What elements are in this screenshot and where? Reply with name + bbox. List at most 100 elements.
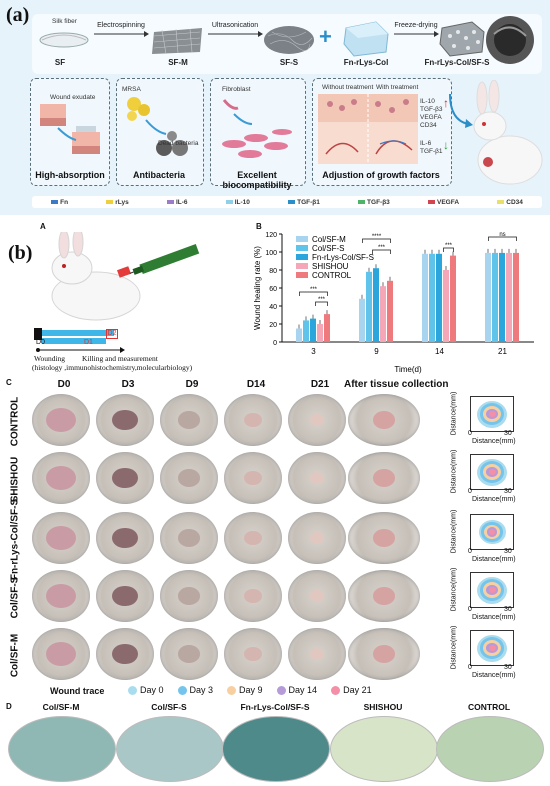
wound-area (112, 585, 138, 607)
legend-label: Day 21 (343, 685, 372, 695)
bar (373, 268, 379, 342)
trace-tick: 30 (504, 606, 512, 613)
y-tick-label: 0 (273, 340, 277, 347)
wound-photo (96, 452, 154, 504)
trace-y-label: Distance(mm) (450, 625, 458, 670)
trace-tick: 0 (468, 430, 472, 437)
wound-trace-legend-title: Wound trace (50, 686, 105, 696)
wound-area (310, 648, 324, 660)
trace-legend-item: Day 0 (128, 685, 164, 697)
trace-tick: 30 (504, 664, 512, 671)
significance-label: *** (378, 245, 386, 251)
x-tick-label: 3 (311, 347, 316, 356)
legend-il10: IL-10 (225, 199, 250, 206)
timeline-start (34, 328, 42, 340)
arrow-icon (94, 31, 149, 37)
bar (429, 253, 435, 342)
factors-up: IL-10 TGF-β3 VEGFA CD34 (420, 98, 443, 129)
wound-trace-legend: Day 0 Day 3 Day 9 Day 14 Day 21 (128, 685, 468, 697)
column-label: D21 (310, 379, 330, 390)
wound-photo (96, 570, 154, 622)
wound-area (178, 529, 200, 547)
y-tick-label: 120 (265, 232, 277, 239)
tissue-icon (318, 94, 418, 164)
wound-area (46, 584, 76, 608)
wound-photo (96, 512, 154, 564)
panel-c-label: C (6, 378, 12, 387)
legend-swatch (296, 245, 308, 251)
wound-area (46, 642, 76, 666)
plus-icon: + (319, 24, 332, 49)
wound-area (178, 645, 200, 663)
bar (450, 255, 456, 342)
trace-legend-item: Day 3 (177, 685, 213, 697)
wound-area (373, 469, 395, 487)
step-scaffold: Fn-rLys-Col/SF-S (424, 58, 490, 67)
bar (296, 328, 302, 342)
y-tick-label: 20 (269, 322, 277, 329)
step-sf: SF (54, 58, 66, 67)
legend-dot (276, 686, 286, 696)
legend-dot (331, 686, 341, 696)
arrow-label-ultrasonication: Ultrasonication (211, 22, 259, 29)
timeline-d0: D0 (36, 339, 45, 346)
legend-tgfb1: TGF-β1 (288, 199, 320, 206)
wound-area (244, 588, 262, 604)
wound-photo (288, 570, 346, 622)
wound-photo (348, 394, 420, 446)
wound-photo (348, 570, 420, 622)
trace-tick: 30 (504, 548, 512, 555)
trace-y-label: Distance(mm) (450, 449, 458, 494)
step-sf-m: SF-M (168, 58, 188, 67)
factor-legend: Fn rLys IL-6 IL-10 TGF-β1 TGF-β3 VEGFA C… (32, 196, 542, 208)
note-mrsa: MRSA (122, 86, 141, 93)
wound-photo (32, 570, 90, 622)
arrow-label-freeze-drying: Freeze-drying (394, 22, 438, 29)
legend-label: Day 9 (239, 685, 263, 695)
note-dead-bacteria: Dead bacteria (158, 140, 199, 147)
arrow-icon (394, 31, 439, 37)
note-with-treatment: With treatment (376, 84, 419, 91)
significance-bracket (372, 249, 391, 254)
significance-bracket (362, 238, 391, 243)
silk-fiber-icon (39, 32, 89, 48)
trace-ring (488, 410, 496, 418)
wound-photo (32, 628, 90, 680)
bar (443, 270, 449, 342)
wound-photo (32, 512, 90, 564)
rabbit-injection-icon (51, 232, 200, 321)
legend-swatch (296, 236, 308, 242)
bar (380, 286, 386, 342)
wound-area (112, 643, 138, 665)
panel-d-label: D (6, 702, 12, 711)
legend-label: CONTROL (312, 271, 352, 280)
plate-label: CONTROL (467, 702, 511, 712)
wound-photo (160, 452, 218, 504)
wound-area (310, 532, 324, 544)
bar (359, 298, 365, 342)
timeline-axis (36, 347, 125, 353)
wound-photo (288, 452, 346, 504)
wound-photo (288, 628, 346, 680)
wound-photo (160, 628, 218, 680)
legend-dot (227, 686, 237, 696)
legend-il6: IL-6 (166, 199, 188, 206)
scaffold-icon (439, 21, 485, 57)
timeline-d2: D2 (106, 329, 118, 339)
column-label: D14 (246, 379, 266, 390)
sf-m-mesh-icon (152, 28, 202, 55)
trace-ring (488, 644, 496, 652)
wound-area (112, 409, 138, 431)
wound-area (244, 646, 262, 662)
wound-photo (160, 512, 218, 564)
wound-photo (348, 628, 420, 680)
petri-plate (8, 716, 116, 782)
petri-plate (116, 716, 224, 782)
legend-label: Day 14 (288, 685, 318, 695)
arrow-label-electrospinning: Electrospinning (97, 22, 145, 29)
wound-area (178, 411, 200, 429)
petri-plate (330, 716, 438, 782)
timeline-methods: (histology ,immunohistochemistry,molecul… (32, 363, 193, 372)
x-tick-label: 14 (435, 347, 444, 356)
trace-tick: 0 (468, 606, 472, 613)
